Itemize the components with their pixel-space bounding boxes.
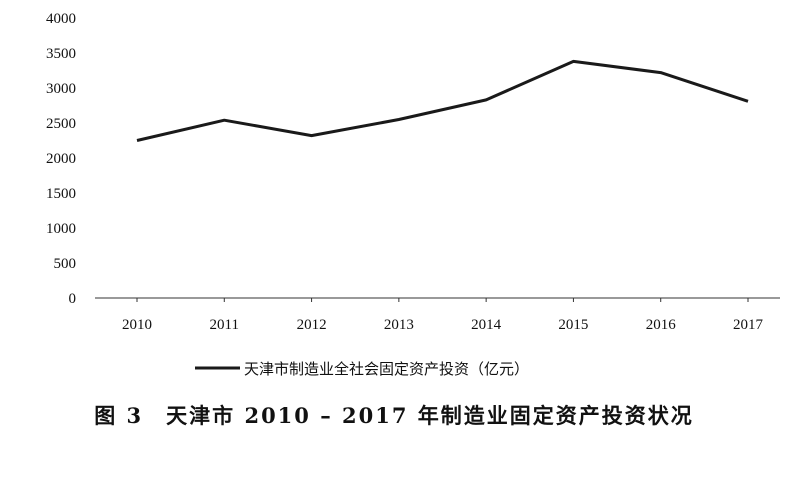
y-tick-label: 500 <box>54 256 77 272</box>
legend: 天津市制造业全社会固定资产投资（亿元） <box>195 360 529 378</box>
figure-caption: 图 3 天津市 2010 – 2017 年制造业固定资产投资状况 <box>94 403 694 428</box>
y-tick-label: 0 <box>69 291 77 307</box>
y-tick-label: 1500 <box>46 186 76 202</box>
y-axis-ticks: 0 500 1000 1500 2000 2500 3000 3500 4000 <box>46 11 76 307</box>
x-tick-label: 2010 <box>122 317 152 333</box>
y-tick-label: 2500 <box>46 116 76 132</box>
y-tick-label: 1000 <box>46 221 76 237</box>
x-tick-label: 2017 <box>733 317 764 333</box>
x-axis-ticks: 2010 2011 2012 2013 2014 2015 2016 2017 <box>122 298 764 333</box>
x-tick-label: 2011 <box>210 317 239 333</box>
y-tick-label: 3500 <box>46 46 76 62</box>
x-tick-label: 2014 <box>471 317 502 333</box>
series-line <box>136 59 749 142</box>
x-tick-label: 2012 <box>297 317 327 333</box>
x-tick-label: 2013 <box>384 317 414 333</box>
x-tick-label: 2016 <box>646 317 677 333</box>
legend-label: 天津市制造业全社会固定资产投资（亿元） <box>244 360 529 378</box>
y-tick-label: 2000 <box>46 151 76 167</box>
y-tick-label: 4000 <box>46 11 76 27</box>
x-tick-label: 2015 <box>558 317 588 333</box>
y-tick-label: 3000 <box>46 81 76 97</box>
